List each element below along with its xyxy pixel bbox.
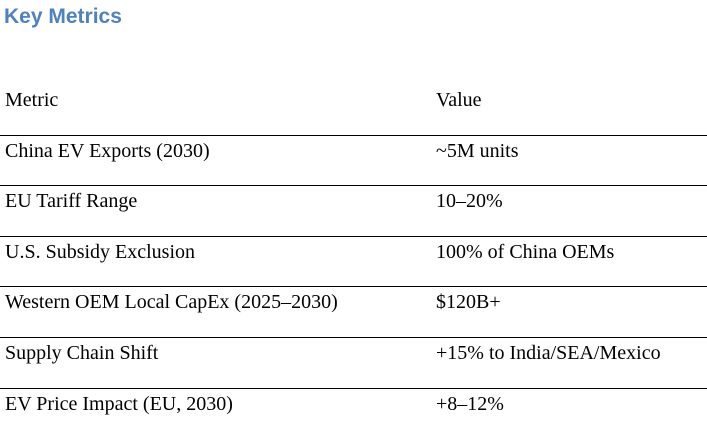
table-row: Supply Chain Shift +15% to India/SEA/Mexi…	[0, 338, 707, 389]
column-header: Value	[436, 89, 482, 111]
table-cell: 100% of China OEMs	[436, 240, 615, 263]
table-row: U.S. Subsidy Exclusion 100% of China OEMs	[0, 237, 707, 288]
table-row: China EV Exports (2030) ~5M units	[0, 136, 707, 187]
table-cell: Supply Chain Shift	[5, 341, 159, 364]
table-cell: EU Tariff Range	[5, 190, 138, 213]
header-row: Metric Value	[0, 85, 707, 136]
section-title: Key Metrics	[4, 5, 122, 28]
table-cell: +8–12%	[436, 392, 504, 415]
table-cell: $120B+	[436, 291, 501, 314]
table-row: EU Tariff Range 10–20%	[0, 186, 707, 237]
table-cell: ~5M units	[436, 139, 519, 162]
table-cell: EV Price Impact (EU, 2030)	[5, 392, 233, 415]
table-row: Western OEM Local CapEx (2025–2030) $120B…	[0, 287, 707, 338]
table-cell: U.S. Subsidy Exclusion	[5, 240, 196, 263]
table-cell: +15% to India/SEA/Mexico	[436, 341, 661, 364]
metrics-table: Metric Value China EV Exports (2030) ~5M un…	[0, 85, 707, 429]
table-cell: China EV Exports (2030)	[5, 139, 210, 162]
table-cell: 10–20%	[436, 190, 503, 213]
table-cell: Western OEM Local CapEx (2025–2030)	[5, 291, 338, 314]
column-header: Metric	[5, 89, 59, 111]
table-row: EV Price Impact (EU, 2030) +8–12%	[0, 389, 707, 429]
